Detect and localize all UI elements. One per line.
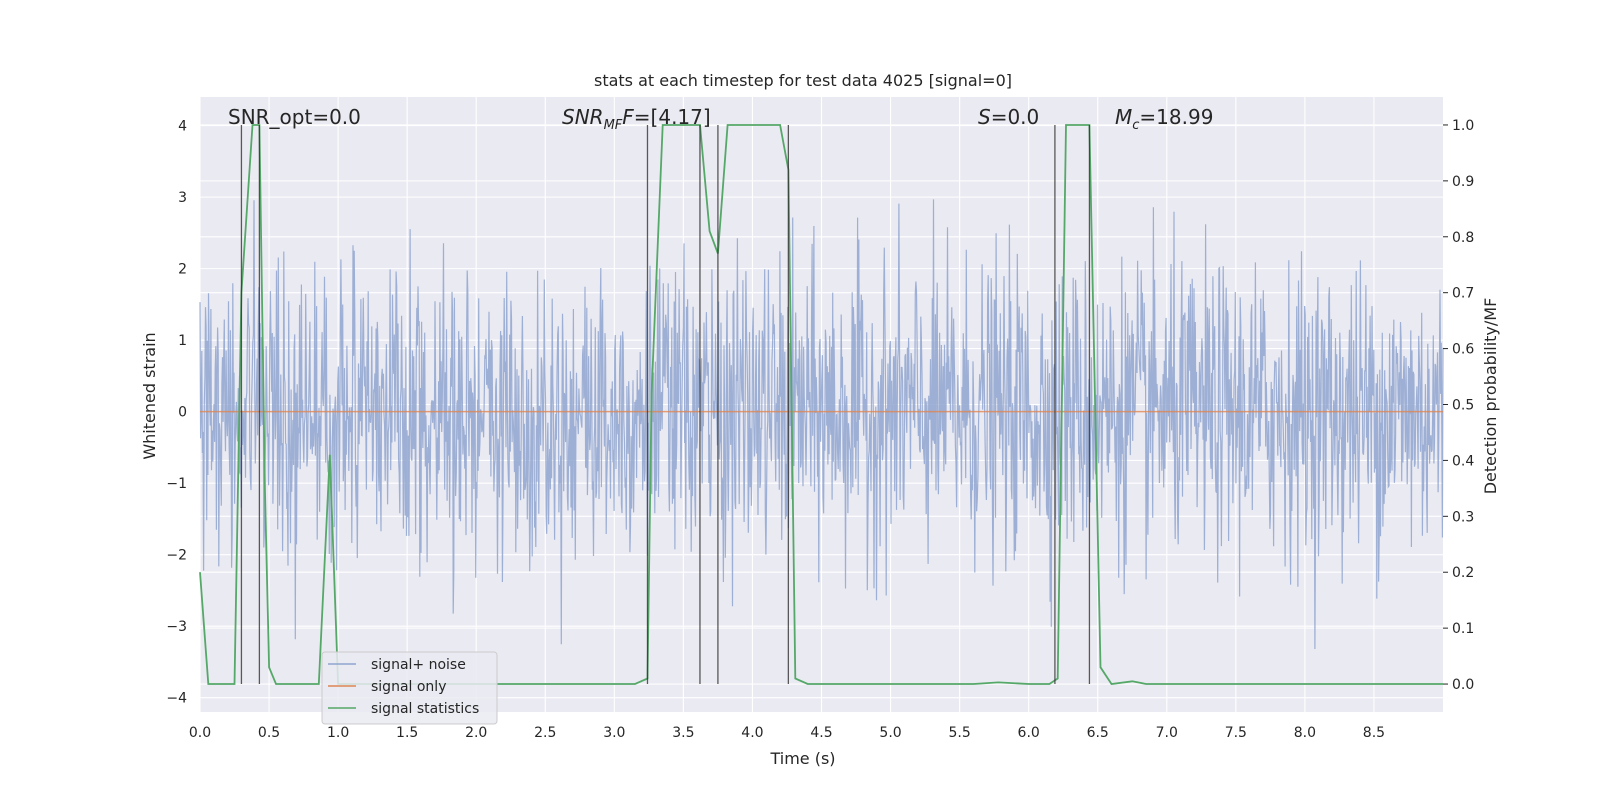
x-tick-label: 5.0 [879, 725, 901, 741]
y2-tick-label: 1.0 [1452, 118, 1474, 134]
y2-tick-label: 0.9 [1452, 174, 1474, 190]
y2-tick-label: 0.7 [1452, 286, 1474, 302]
snr-opt-annotation: SNR_opt=0.0 [228, 105, 361, 129]
y2-axis-ticks: 1.0 0.9 0.8 0.7 0.6 0.5 0.4 0.3 0.2 0.1 0.0 [1443, 118, 1474, 693]
y2-axis-label: Detection probability/MF [1481, 298, 1500, 495]
y2-tick-label: 0.6 [1452, 342, 1474, 358]
s-label: S [978, 105, 991, 129]
mc-sub: c [1132, 118, 1139, 133]
snr-mf-sub: MF [604, 118, 623, 133]
x-tick-label: 3.0 [603, 725, 625, 741]
y-tick-label: −2 [166, 548, 187, 564]
y2-tick-label: 0.4 [1452, 453, 1474, 469]
x-tick-label: 7.0 [1156, 725, 1178, 741]
x-tick-label: 2.5 [534, 725, 556, 741]
detection-vlines [240, 124, 1091, 685]
x-tick-label: 2.0 [465, 725, 487, 741]
y-tick-label: 4 [178, 119, 187, 135]
x-tick-label: 8.0 [1294, 725, 1316, 741]
s-value: =0.0 [991, 105, 1040, 129]
x-tick-label: 4.5 [810, 725, 832, 741]
legend-label-signal-noise: signal+ noise [371, 657, 466, 673]
x-axis-label: Time (s) [769, 749, 835, 768]
legend: signal+ noise signal only signal statist… [321, 651, 498, 725]
legend-label-signal-statistics: signal statistics [371, 701, 479, 717]
y2-tick-label: 0.2 [1452, 565, 1474, 581]
mc-annotation: Mc=18.99 [1115, 105, 1213, 133]
signal-noise-series [199, 199, 1444, 650]
x-tick-label: 6.5 [1087, 725, 1109, 741]
x-tick-label: 8.5 [1363, 725, 1385, 741]
x-tick-label: 5.5 [948, 725, 970, 741]
y-tick-label: 1 [178, 333, 187, 349]
mc-value: =18.99 [1139, 105, 1213, 129]
y2-tick-label: 0.0 [1452, 677, 1474, 693]
x-tick-label: 0.0 [189, 725, 211, 741]
x-tick-label: 7.5 [1225, 725, 1247, 741]
x-tick-label: 4.0 [741, 725, 763, 741]
x-axis-ticks: 0.0 0.5 1.0 1.5 2.0 2.5 3.0 3.5 4.0 4.5 5.0 5.5 6.0 6… [189, 725, 1385, 741]
y2-tick-label: 0.1 [1452, 621, 1474, 637]
snr-mf-f: F [622, 105, 634, 129]
y-axis-label: Whitened strain [140, 332, 159, 459]
snr-mf-annotation: SNRMFF=[4.17] [562, 105, 711, 133]
x-tick-label: 1.0 [327, 725, 349, 741]
s-annotation: S=0.0 [978, 105, 1039, 129]
y-tick-label: 2 [178, 262, 187, 278]
y2-tick-label: 0.3 [1452, 509, 1474, 525]
legend-box [321, 651, 498, 725]
signal-statistics-line [199, 124, 1443, 685]
signal-statistics-series [199, 124, 1443, 685]
y-tick-label: 0 [178, 405, 187, 421]
x-tick-label: 1.5 [396, 725, 418, 741]
y-tick-label: −4 [166, 691, 187, 707]
signal-noise-line [199, 199, 1444, 650]
chart-title: stats at each timestep for test data 402… [594, 71, 1012, 90]
mc-base: M [1115, 105, 1132, 129]
snr-mf-value: =[4.17] [634, 105, 711, 129]
y-axis-ticks: 4 3 2 1 0 −1 −2 −3 −4 [166, 119, 187, 707]
snr-mf-base: SNR [562, 105, 604, 129]
y2-tick-label: 0.8 [1452, 230, 1474, 246]
x-tick-label: 0.5 [258, 725, 280, 741]
y-tick-label: 3 [178, 190, 187, 206]
x-tick-label: 6.0 [1018, 725, 1040, 741]
y-tick-label: −1 [166, 476, 187, 492]
legend-label-signal-only: signal only [371, 679, 446, 695]
y-tick-label: −3 [166, 619, 187, 635]
x-tick-label: 3.5 [672, 725, 694, 741]
y2-tick-label: 0.5 [1452, 398, 1474, 414]
